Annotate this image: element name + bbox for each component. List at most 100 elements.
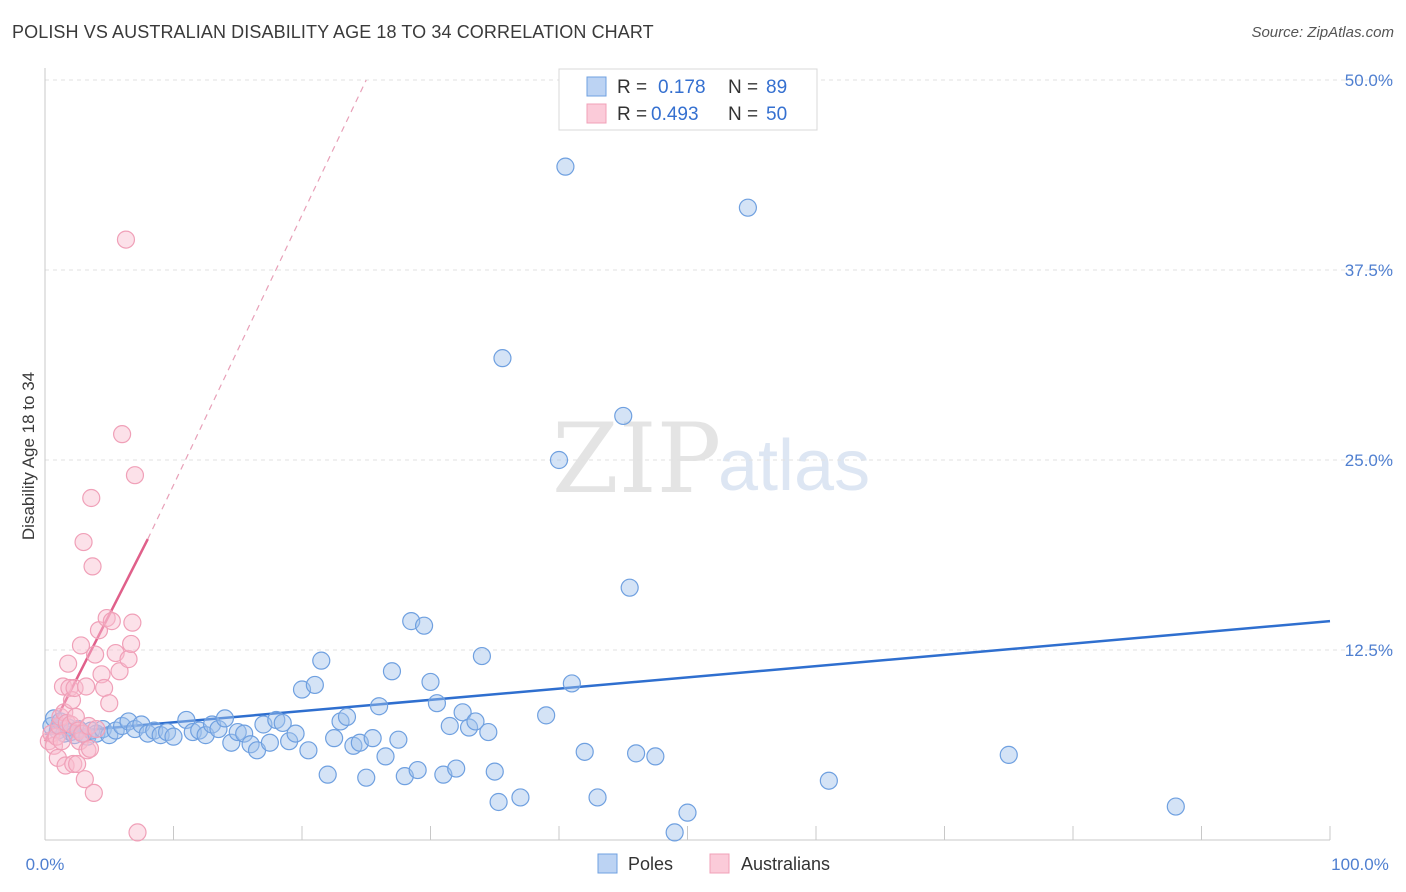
point-australians — [68, 754, 87, 774]
bottom-legend-australians: Australians — [741, 854, 830, 874]
point-poles — [273, 713, 292, 733]
point-poles — [614, 406, 633, 426]
point-poles — [999, 745, 1018, 764]
legend-poles-r: 0.178 — [658, 77, 706, 98]
legend-aus-r-label: R = — [617, 104, 647, 125]
legend-poles-n: 89 — [766, 77, 787, 98]
legend-swatch-australians — [586, 103, 607, 124]
axes — [44, 68, 1331, 841]
point-poles — [370, 697, 389, 716]
point-poles — [819, 771, 838, 790]
point-poles — [286, 724, 305, 743]
point-poles — [646, 747, 665, 766]
point-poles — [222, 733, 241, 752]
point-australians — [112, 425, 132, 444]
legend-poles-n-label: N = — [728, 77, 758, 98]
point-poles — [453, 703, 472, 722]
point-poles — [466, 712, 485, 731]
point-australians — [97, 608, 116, 628]
point-australians — [119, 650, 138, 669]
point-poles — [440, 716, 459, 736]
point-poles — [678, 803, 697, 822]
point-australians — [125, 466, 145, 485]
point-australians — [75, 770, 94, 789]
point-poles — [215, 709, 234, 728]
point-poles — [485, 762, 504, 781]
legend-aus-n-label: N = — [728, 104, 758, 125]
trendline-extension-australians — [147, 79, 367, 540]
point-poles — [260, 733, 279, 752]
point-poles — [312, 651, 331, 670]
point-poles — [305, 675, 324, 695]
point-poles — [325, 729, 344, 748]
point-australians — [87, 719, 106, 739]
bottom-swatch-australians — [709, 853, 730, 874]
stats-legend: R = 0.178 N = 89 R = 0.493 N = 50 — [558, 68, 818, 131]
chart-title: POLISH VS AUSTRALIAN DISABILITY AGE 18 T… — [12, 22, 654, 42]
point-australians — [82, 488, 101, 508]
y-tick-label: 25.0% — [1345, 451, 1393, 470]
point-australians — [56, 756, 75, 775]
point-australians — [100, 694, 119, 713]
point-poles — [376, 747, 395, 766]
point-australians — [128, 823, 147, 842]
bottom-legend-poles: Poles — [628, 854, 673, 874]
point-australians — [59, 654, 78, 673]
point-australians — [83, 557, 102, 576]
point-poles — [389, 730, 408, 749]
point-australians — [84, 783, 103, 802]
point-australians — [110, 662, 129, 681]
point-poles — [408, 760, 427, 780]
point-australians — [86, 645, 105, 664]
source-credit: Source: ZipAtlas.com — [1251, 24, 1394, 41]
point-australians — [121, 634, 141, 654]
point-poles — [382, 662, 402, 681]
point-australians — [53, 677, 73, 696]
point-australians — [73, 724, 92, 743]
point-poles — [738, 198, 757, 217]
point-poles — [549, 450, 569, 470]
point-poles — [489, 792, 508, 812]
point-australians — [95, 678, 114, 698]
bottom-swatch-poles — [597, 853, 618, 874]
point-australians — [92, 665, 111, 684]
point-poles — [575, 742, 594, 761]
x-tick-label: 100.0% — [1331, 855, 1389, 874]
point-poles — [472, 646, 491, 666]
legend-aus-r: 0.493 — [651, 104, 699, 125]
trendline-australians — [43, 538, 149, 742]
x-tick-label: 0.0% — [26, 855, 65, 874]
y-tick-label: 50.0% — [1345, 71, 1393, 90]
point-poles — [511, 788, 530, 807]
point-poles — [337, 707, 357, 726]
legend-swatch-poles — [586, 76, 607, 97]
point-poles — [299, 741, 318, 760]
point-poles — [562, 674, 581, 693]
point-australians — [80, 739, 100, 758]
point-poles — [414, 616, 434, 635]
point-poles — [556, 157, 575, 176]
point-poles — [164, 727, 183, 746]
y-tick-label: 12.5% — [1345, 641, 1393, 660]
watermark-zip: ZIP — [552, 403, 721, 515]
point-australians — [74, 532, 93, 552]
trendline-poles — [44, 619, 1331, 735]
point-poles — [537, 706, 556, 725]
y-axis-label: Disability Age 18 to 34 — [19, 372, 38, 540]
point-australians — [71, 636, 91, 655]
point-poles — [363, 729, 382, 748]
data-points — [39, 157, 1185, 842]
point-poles — [209, 719, 228, 739]
gridlines — [45, 79, 1395, 651]
point-australians — [123, 613, 142, 632]
point-australians — [66, 707, 85, 726]
point-poles — [447, 759, 466, 778]
point-poles — [421, 672, 440, 692]
point-poles — [318, 765, 337, 784]
series-legend: Poles Australians — [597, 853, 830, 874]
point-poles — [665, 823, 684, 842]
point-australians — [77, 677, 96, 696]
point-australians — [65, 678, 84, 698]
point-australians — [64, 754, 83, 774]
point-poles — [427, 694, 447, 713]
